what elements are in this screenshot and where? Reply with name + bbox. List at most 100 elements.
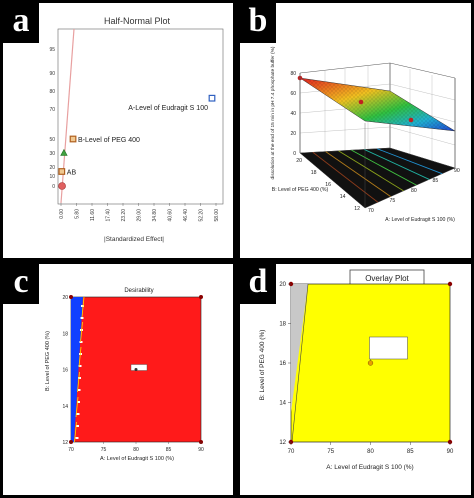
panel-label-b: b — [240, 3, 276, 43]
design-point — [408, 117, 414, 123]
desirability-plot: Desirability 70 75 80 85 90 12 14 16 18 20 A: Le… — [45, 288, 204, 462]
x-tick-label: 80 — [367, 449, 374, 455]
chart-title: Half-Normal Plot — [104, 16, 171, 26]
half-normal-plot: Half-Normal Plot 0 10 20 30 50 70 80 90 95 0.00 5… — [49, 16, 224, 243]
z-tick-label: 0 — [293, 151, 296, 157]
y-tick-label: 90 — [49, 71, 55, 77]
flag-point — [134, 368, 138, 371]
y-tick-label: 18 — [311, 170, 317, 176]
y-tick-label: 0 — [52, 184, 55, 190]
x-tick-label: 90 — [454, 168, 460, 174]
x-tick-label: 5.80 — [75, 209, 81, 219]
y-axis-label: B: Level of PEG 400 (%) — [272, 187, 329, 193]
z-tick-label: 40 — [290, 111, 296, 117]
panel-a: a Half-Normal Plot 0 10 20 30 50 70 80 90 95 0.0… — [3, 3, 233, 258]
x-tick-label: 75 — [327, 449, 334, 455]
x-tick-label: 70 — [368, 208, 374, 214]
panel-label-c: c — [3, 264, 39, 304]
contour-line — [364, 149, 430, 180]
x-tick-label: 85 — [407, 449, 414, 455]
contour-tick — [77, 401, 80, 403]
y-tick-label: 80 — [49, 89, 55, 95]
z-tick-label: 60 — [290, 91, 296, 97]
infeasible-region — [291, 284, 308, 412]
y-tick-label: 12 — [354, 206, 360, 212]
x-tick-label: 85 — [166, 447, 172, 453]
design-point — [199, 295, 203, 299]
x-tick-label: 11.60 — [90, 209, 96, 221]
chart-title: Overlay Plot — [365, 274, 409, 283]
x-tick-label: 75 — [390, 198, 396, 204]
surface-mesh — [300, 78, 455, 131]
point-label: B-Level of PEG 400 — [78, 137, 140, 144]
y-tick-label: 20 — [296, 158, 302, 164]
design-point — [358, 99, 364, 105]
x-axis-label: |Standardized Effect| — [104, 236, 164, 243]
x-tick-label: 46.40 — [183, 209, 189, 222]
x-tick-label: 90 — [447, 449, 454, 455]
contour-line — [376, 148, 443, 175]
point-label: A-Level of Eudragit S 100 — [128, 105, 208, 112]
y-tick-label: 50 — [49, 137, 55, 143]
x-tick-label: 0.00 — [59, 209, 65, 219]
y-tick-label: 16 — [62, 368, 68, 374]
design-point — [447, 281, 453, 287]
contour-tick — [78, 365, 82, 367]
x-tick-label: 90 — [198, 447, 204, 453]
low-desirability-edge — [71, 297, 83, 442]
contour-tick — [80, 317, 84, 319]
x-tick-label: 40.60 — [168, 209, 174, 222]
panel-b: b — [240, 3, 471, 258]
x-tick-label: 85 — [433, 178, 439, 184]
contour-line — [78, 346, 82, 368]
y-tick-label: 14 — [279, 401, 286, 407]
plot-frame — [57, 28, 224, 205]
x-tick-label: 80 — [411, 188, 417, 194]
chart-title: Desirability — [124, 288, 153, 294]
panel-label-d: d — [240, 264, 276, 304]
x-tick-label: 80 — [133, 447, 139, 453]
overlay-plot: Overlay Plot 70 75 80 85 90 12 14 16 18 20 A: Le… — [259, 269, 454, 471]
reference-line — [60, 28, 75, 204]
y-tick-label: 12 — [62, 440, 68, 446]
y-tick-label: 12 — [279, 440, 286, 446]
x-tick-label: 17.40 — [106, 209, 112, 222]
effect-point — [58, 168, 66, 175]
y-tick-label: 16 — [325, 182, 331, 188]
panel-c: c Desirability 70 75 80 85 90 12 14 16 18 20 A: … — [3, 264, 233, 495]
flag-box — [130, 364, 148, 371]
contour-line — [312, 151, 379, 203]
x-axis-label: A: Level of Eudragit S 100 (%) — [385, 217, 455, 223]
y-axis-label: B: Level of PEG 400 (%) — [45, 331, 51, 391]
y-tick-label: 18 — [62, 331, 68, 337]
y-tick-label: 14 — [340, 194, 346, 200]
contour-tick — [78, 377, 81, 379]
contour-line — [325, 151, 391, 197]
flag-box — [369, 336, 408, 360]
effect-point — [208, 94, 216, 102]
contour-tick — [81, 305, 84, 307]
y-tick-label: 20 — [279, 282, 286, 288]
x-axis-label: A: Level of Eudragit S 100 (%) — [326, 464, 413, 471]
y-tick-label: 14 — [62, 404, 68, 410]
y-tick-label: 10 — [49, 174, 55, 180]
effect-point — [60, 148, 68, 156]
y-tick-label: 18 — [279, 322, 286, 328]
x-tick-label: 70 — [288, 449, 295, 455]
panel-d: d Overlay Plot 70 75 80 85 90 12 14 16 18 20 A: … — [240, 264, 471, 495]
contour-line — [74, 421, 77, 443]
contour-tick — [79, 341, 83, 343]
x-tick-label: 75 — [101, 447, 107, 453]
y-tick-label: 20 — [49, 165, 55, 171]
y-tick-label: 16 — [279, 361, 286, 367]
contour-line — [338, 150, 404, 192]
contour-line — [80, 321, 83, 343]
x-tick-label: 58.00 — [214, 209, 220, 222]
y-tick-label: 70 — [49, 107, 55, 113]
flag-point — [367, 360, 374, 366]
y-tick-label: 95 — [49, 47, 55, 53]
design-point — [69, 295, 73, 299]
x-tick-label: 23.20 — [121, 209, 127, 222]
y-tick-label: 20 — [62, 295, 68, 301]
